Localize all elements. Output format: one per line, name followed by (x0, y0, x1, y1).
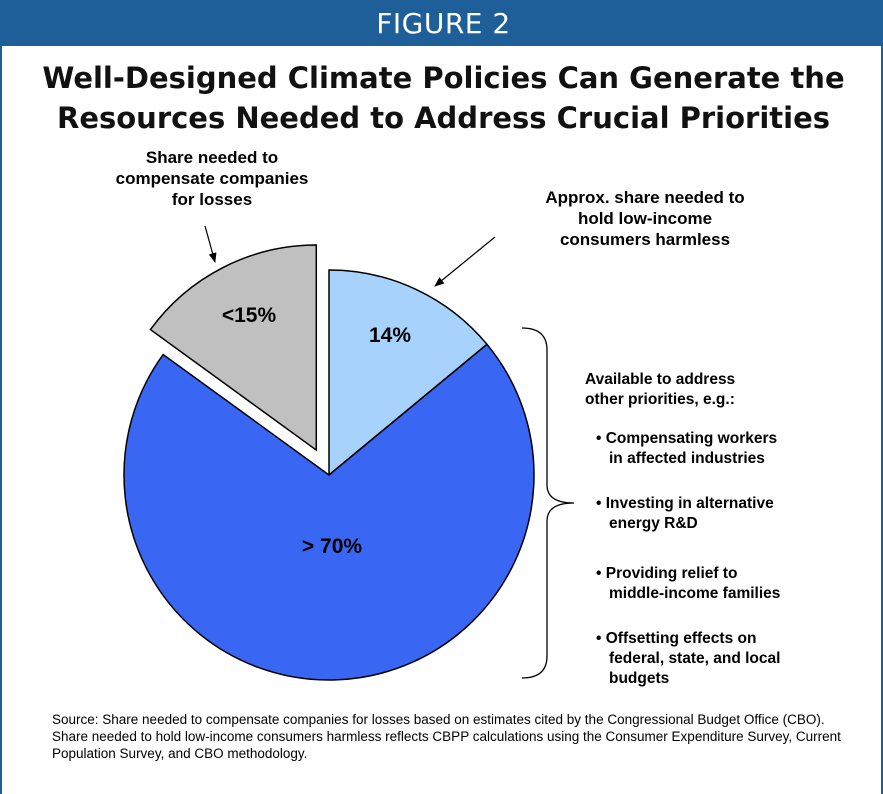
figure-header-bar: FIGURE 2 (2, 0, 883, 46)
priority-item: • Offsetting effects on federal, state, a… (596, 630, 780, 687)
chart-title: Well-Designed Climate Policies Can Gener… (42, 61, 845, 135)
slice-value-label: > 70% (302, 535, 362, 558)
curly-brace (521, 327, 575, 679)
companies-arrow (204, 225, 217, 263)
available-heading: Available to address other priorities, e.… (585, 371, 735, 408)
slice-value-label: 14% (369, 324, 411, 347)
slice-value-label: <15% (222, 304, 277, 327)
pie-slice (123, 343, 535, 681)
priority-item: • Providing relief to middle-income famil… (596, 565, 780, 602)
slice-divider-dashed (328, 343, 488, 476)
pie-slice (328, 269, 489, 477)
low-income-arrow (434, 236, 496, 287)
figure-label: FIGURE 2 (376, 6, 511, 40)
pie-slice (149, 244, 318, 452)
companies-annotation: Share needed to compensate companies for l… (116, 148, 309, 209)
source-note: Source: Share needed to compensate compa… (52, 712, 841, 761)
priority-item: • Compensating workers in affected indust… (596, 430, 777, 467)
priority-item: • Investing in alternative energy R&D (596, 495, 774, 532)
low-income-annotation: Approx. share needed to hold low-income co… (545, 188, 744, 249)
